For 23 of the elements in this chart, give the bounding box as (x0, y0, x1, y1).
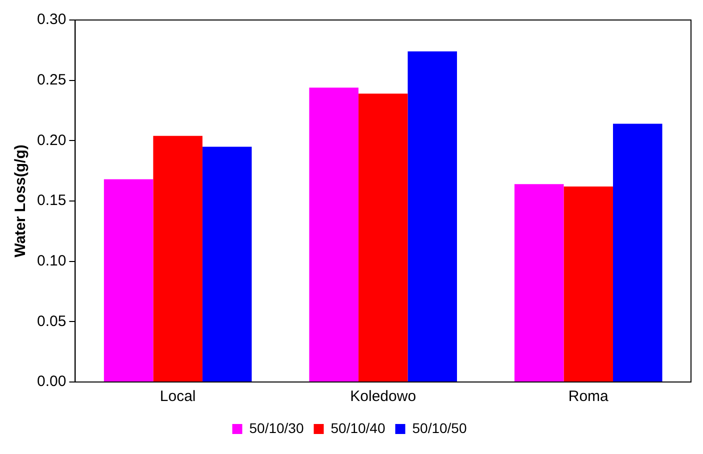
y-tick-label: 0.30 (36, 11, 66, 28)
bar (514, 184, 564, 382)
y-tick-label: 0.25 (36, 71, 66, 88)
x-tick-label: Local (160, 388, 196, 406)
bar (358, 94, 408, 382)
legend-label: 50/10/50 (412, 420, 467, 436)
bar (613, 124, 662, 382)
y-tick-label: 0.00 (36, 373, 66, 390)
x-tick-label: Koledowo (350, 388, 416, 406)
bar (202, 146, 252, 382)
y-tick-label: 0.15 (36, 192, 66, 210)
bar (104, 179, 154, 382)
y-tick-label: 0.05 (36, 312, 66, 330)
bar (309, 88, 358, 382)
y-axis-title: Water Loss(g/g) (12, 144, 30, 258)
legend-label: 50/10/30 (249, 420, 304, 436)
bar (408, 51, 457, 382)
legend-label: 50/10/40 (330, 420, 386, 436)
y-tick-label: 0.20 (36, 132, 66, 149)
bar (564, 186, 613, 382)
bar (153, 136, 202, 382)
x-tick-label: Roma (568, 388, 610, 406)
y-tick-label: 0.10 (36, 252, 66, 270)
